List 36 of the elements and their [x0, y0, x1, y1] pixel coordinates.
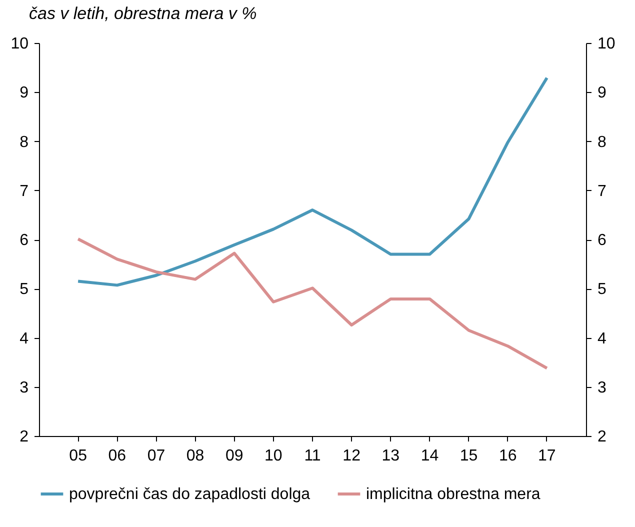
line-series: [76, 76, 548, 287]
line-series: [76, 238, 548, 370]
legend-label: implicitna obrestna mera: [366, 486, 540, 503]
x-tick-label: 10: [264, 448, 282, 464]
chart-title: čas v letih, obrestna mera v %: [29, 4, 257, 23]
x-tick-label: 06: [108, 448, 126, 464]
x-tick-label: 14: [420, 448, 439, 464]
x-tick-label: 17: [538, 448, 556, 464]
y2-tick-label: 9: [598, 84, 606, 102]
legend-label: povprečni čas do zapadlosti dolga: [69, 486, 310, 503]
y2-tick-label: 10: [598, 36, 616, 52]
x-tick-label: 05: [69, 448, 88, 464]
y-tick-label: 7: [20, 182, 29, 200]
y-tick-label: 4: [20, 330, 29, 348]
y2-tick-label: 2: [598, 428, 606, 446]
y-tick-label: 6: [20, 232, 29, 249]
x-tick-label: 16: [498, 448, 517, 464]
y-tick-label: 10: [10, 36, 29, 52]
y-tick-label: 8: [20, 134, 29, 151]
y2-tick-label: 5: [598, 281, 606, 298]
x-tick-label: 07: [147, 448, 166, 464]
x-tick-label: 08: [186, 448, 204, 464]
y2-tick-label: 7: [598, 182, 606, 200]
x-tick-label: 11: [304, 448, 321, 464]
y2-tick-label: 3: [598, 379, 606, 396]
y-tick-label: 3: [20, 379, 29, 396]
x-tick-label: 12: [342, 448, 361, 464]
y2-tick-label: 8: [598, 134, 606, 151]
x-tick-label: 13: [382, 448, 400, 464]
y2-tick-label: 4: [598, 330, 606, 348]
x-tick-label: 15: [460, 448, 478, 464]
y-tick-label: 9: [20, 84, 29, 102]
y-tick-label: 5: [20, 281, 29, 298]
y2-tick-label: 6: [598, 232, 606, 249]
x-tick-label: 09: [225, 448, 244, 464]
y-tick-label: 2: [20, 428, 29, 446]
